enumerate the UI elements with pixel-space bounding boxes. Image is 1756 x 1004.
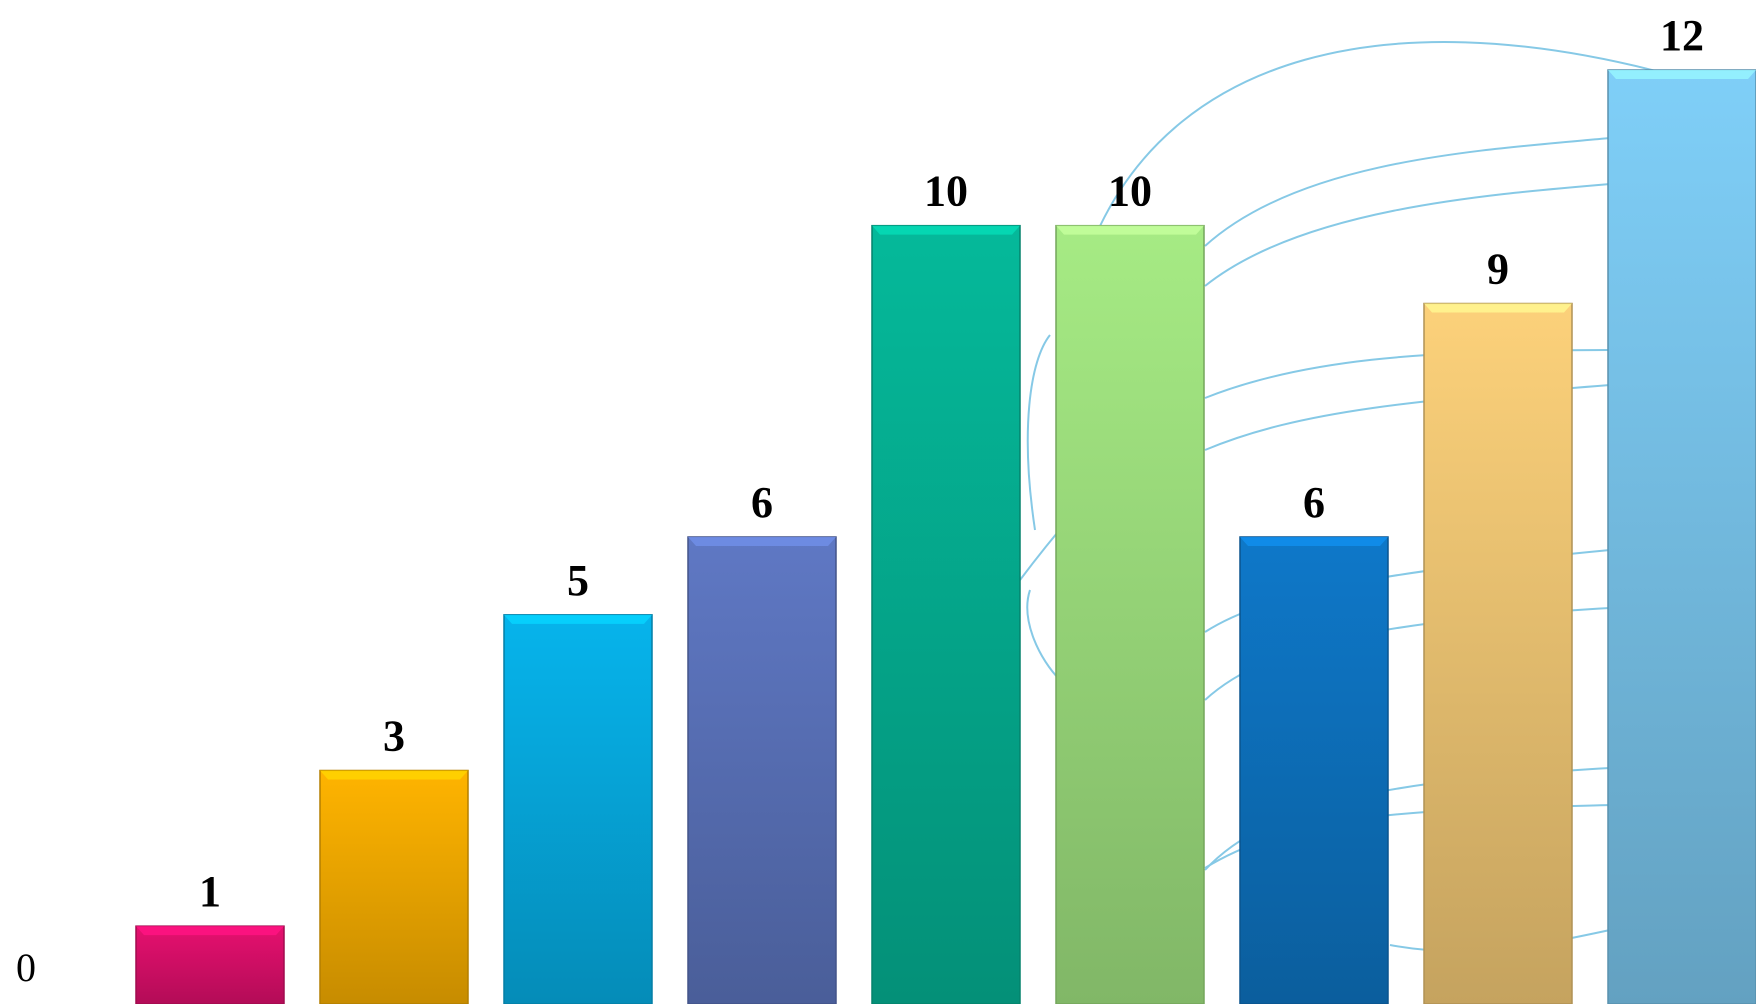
value-label-2: 1 <box>199 867 221 916</box>
bar-4 <box>503 614 653 1004</box>
bar-5 <box>687 536 837 1004</box>
bar-rect-5 <box>687 536 837 1004</box>
bar-rect-9 <box>1423 302 1573 1004</box>
connector-line-1 <box>1204 137 1611 247</box>
bar-rect-10 <box>1607 69 1756 1004</box>
value-label-8: 6 <box>1303 478 1325 527</box>
bar-rect-6 <box>871 224 1021 1004</box>
bar-9 <box>1423 302 1573 1004</box>
bar-bevel-3 <box>320 770 468 780</box>
value-label-7: 10 <box>1108 167 1152 216</box>
bar-rect-2 <box>135 925 285 1004</box>
value-label-6: 10 <box>924 167 968 216</box>
connector-line-0 <box>1099 41 1661 227</box>
bar-3 <box>319 769 469 1004</box>
connector-line-2 <box>1204 183 1611 287</box>
value-labels-group: 0 1 3 5 6 10 10 6 9 12 <box>16 11 1704 990</box>
value-label-3: 3 <box>383 712 405 761</box>
bar-bevel-5 <box>688 537 836 546</box>
bar-bevel-4 <box>504 614 652 624</box>
bar-rect-7 <box>1055 224 1205 1004</box>
bar-8 <box>1239 536 1389 1004</box>
bars-group <box>135 69 1756 1004</box>
connector-line-11 <box>1026 589 1061 681</box>
value-label-4: 5 <box>567 556 589 605</box>
bar-10 <box>1607 69 1756 1004</box>
value-label-10: 12 <box>1660 11 1704 60</box>
bar-bevel-10 <box>1608 70 1756 79</box>
value-label-5: 6 <box>751 478 773 527</box>
bar-bevel-9 <box>1424 303 1572 313</box>
bar-7 <box>1055 224 1205 1004</box>
bar-bevel-2 <box>136 926 284 936</box>
bar-rect-3 <box>319 769 469 1004</box>
bar-bevel-8 <box>1240 537 1388 546</box>
bar-rect-8 <box>1239 536 1389 1004</box>
bar-6 <box>871 224 1021 1004</box>
connector-line-9 <box>1026 334 1051 531</box>
bar-bevel-7 <box>1056 225 1204 235</box>
bar-2 <box>135 925 285 1004</box>
value-label-9: 9 <box>1487 245 1509 294</box>
bar-rect-4 <box>503 614 653 1004</box>
value-label-1: 0 <box>16 945 36 990</box>
bar-bevel-6 <box>872 225 1020 235</box>
